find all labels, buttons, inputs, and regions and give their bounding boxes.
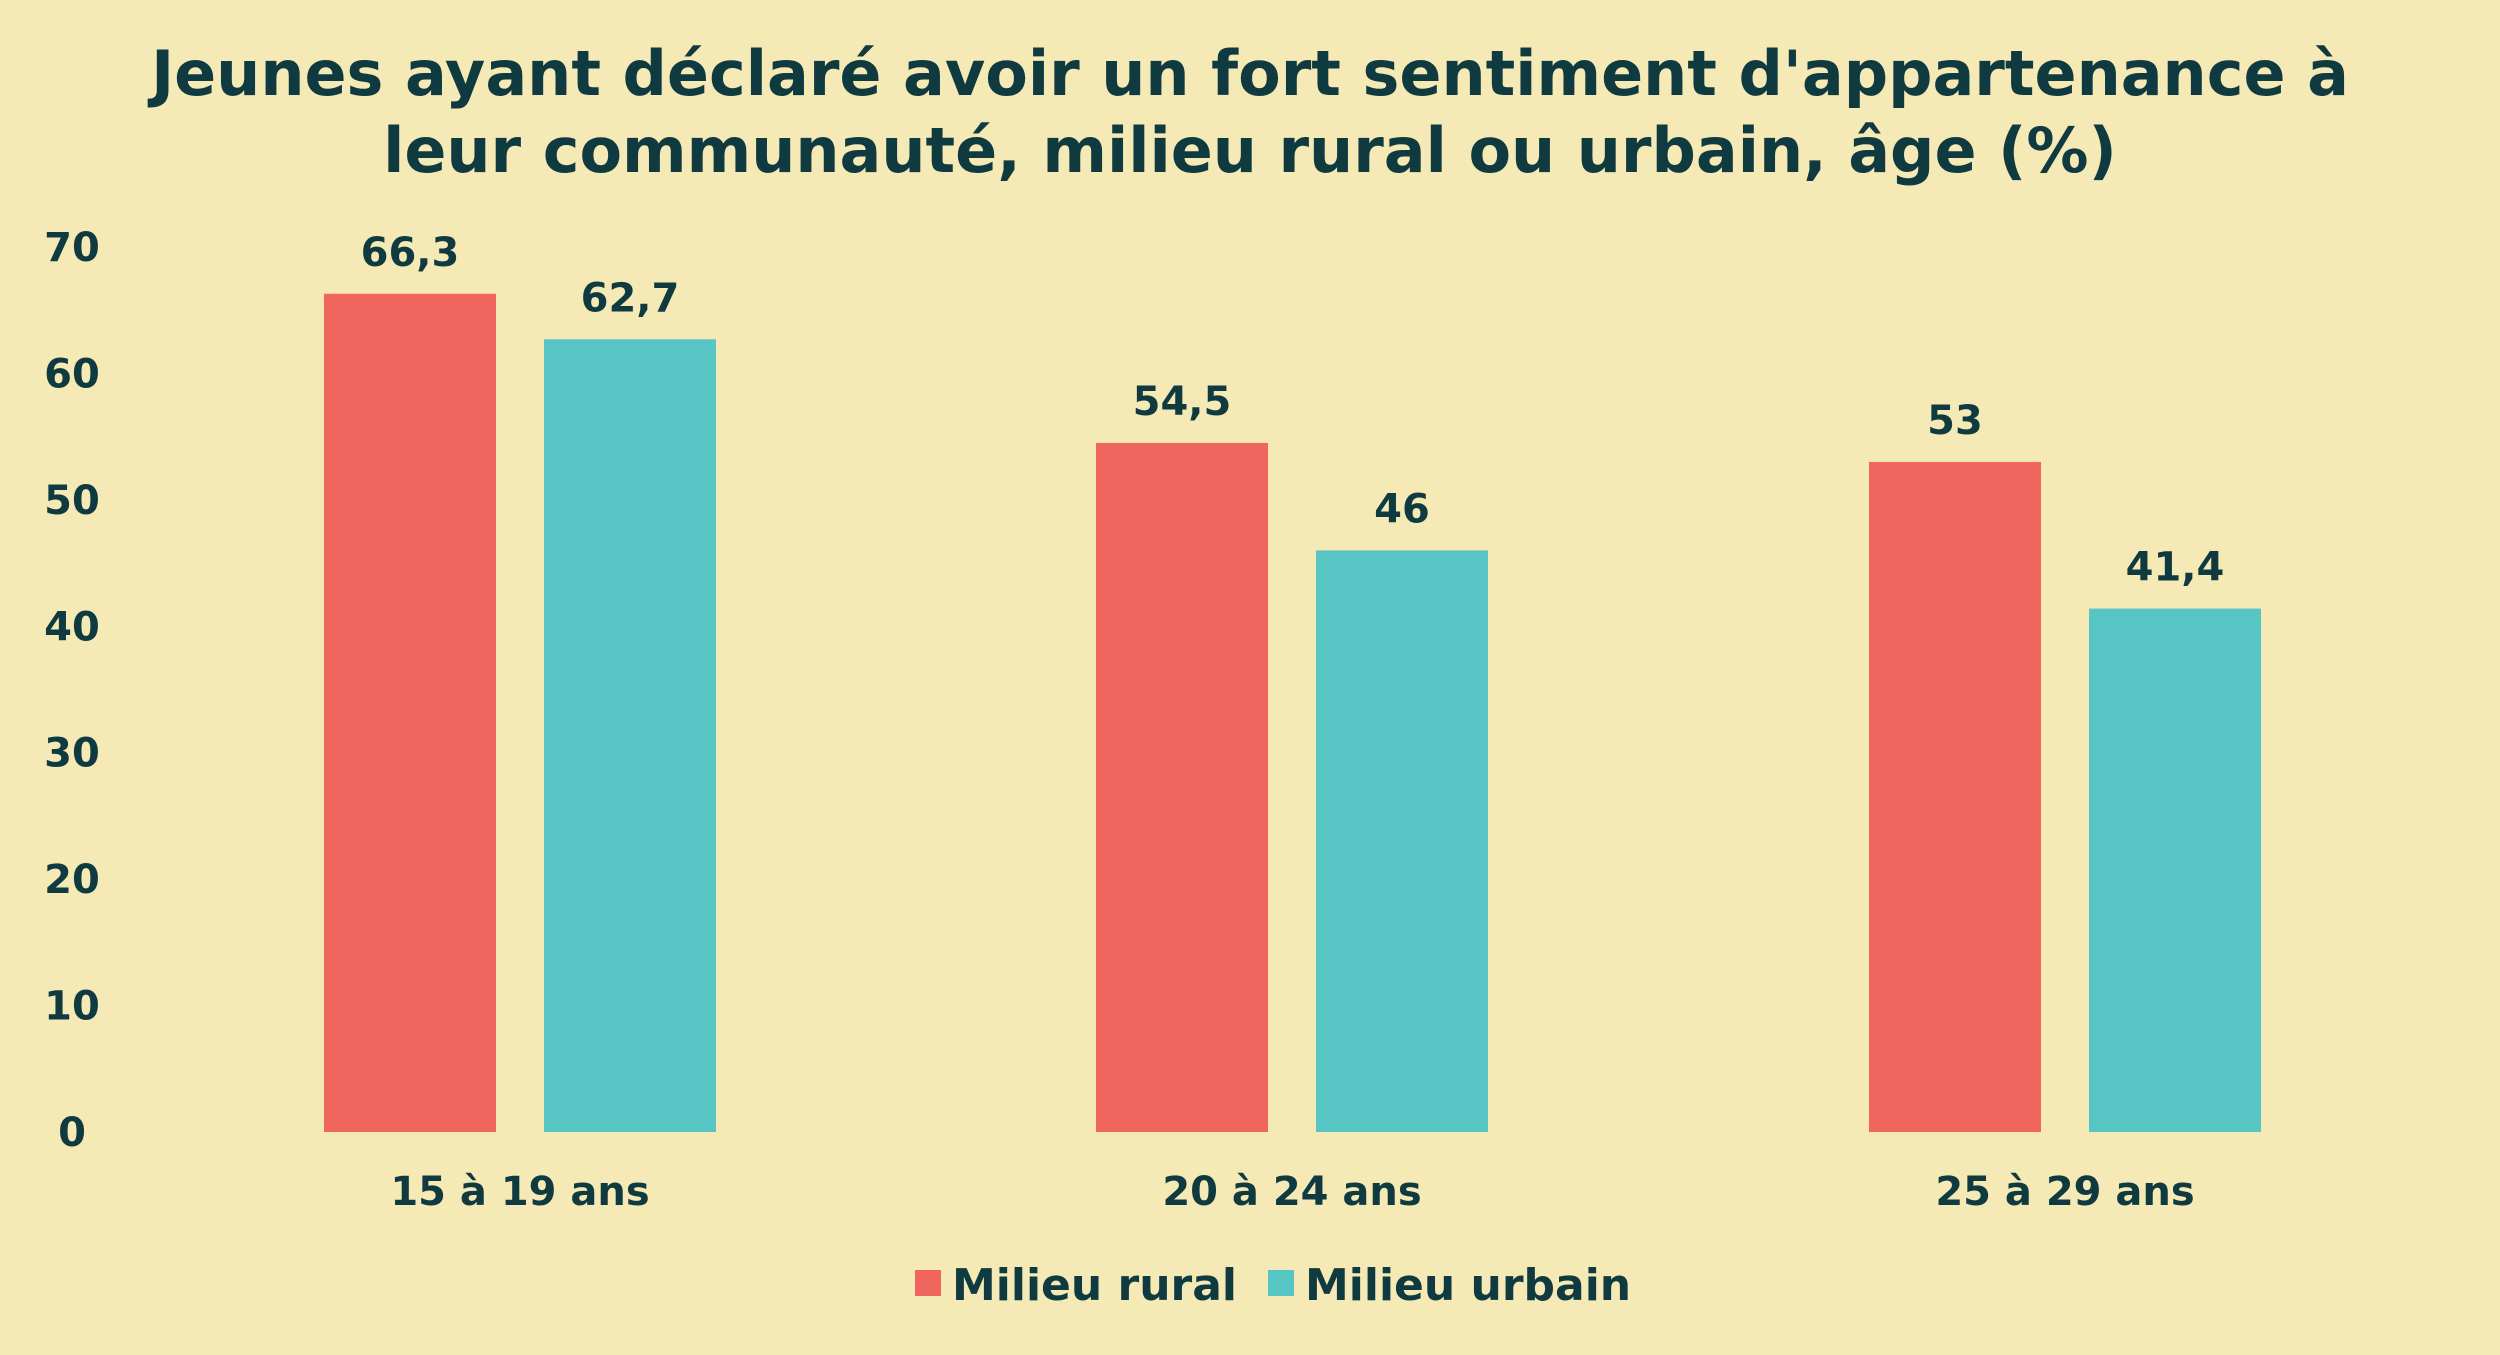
data-label-urbain-1: 46 bbox=[1374, 486, 1430, 532]
y-tick-label: 40 bbox=[44, 604, 100, 650]
y-tick-label: 70 bbox=[44, 225, 100, 271]
legend: Milieu rural Milieu urbain bbox=[915, 1260, 1631, 1311]
bar-series bbox=[324, 293, 2261, 1132]
y-tick-label: 20 bbox=[44, 857, 100, 903]
chart-title-line-1: Jeunes ayant déclaré avoir un fort senti… bbox=[147, 37, 2349, 110]
data-label-rural-2: 53 bbox=[1927, 398, 1983, 444]
bar-rural-1 bbox=[1096, 442, 1268, 1132]
y-tick-label: 0 bbox=[58, 1110, 86, 1156]
y-tick-label: 30 bbox=[44, 731, 100, 777]
legend-label-rural: Milieu rural bbox=[952, 1260, 1237, 1311]
y-tick-label: 60 bbox=[44, 351, 100, 397]
legend-swatch-rural bbox=[915, 1270, 941, 1296]
x-axis: 15 à 19 ans 20 à 24 ans 25 à 29 ans bbox=[390, 1169, 2194, 1215]
data-label-rural-1: 54,5 bbox=[1133, 379, 1232, 425]
bar-rural-0 bbox=[324, 293, 496, 1132]
data-label-urbain-0: 62,7 bbox=[581, 275, 680, 321]
y-tick-label: 10 bbox=[44, 984, 100, 1030]
data-labels: 66,3 54,5 53 62,7 46 41,4 bbox=[361, 230, 2225, 591]
legend-swatch-urbain bbox=[1268, 1270, 1294, 1296]
x-category-label: 25 à 29 ans bbox=[1935, 1169, 2194, 1215]
x-category-label: 20 à 24 ans bbox=[1162, 1169, 1421, 1215]
data-label-rural-0: 66,3 bbox=[361, 230, 460, 276]
data-label-urbain-2: 41,4 bbox=[2126, 545, 2225, 591]
x-category-label: 15 à 19 ans bbox=[390, 1169, 649, 1215]
y-axis: 0 10 20 30 40 50 60 70 bbox=[44, 225, 100, 1156]
bar-urbain-0 bbox=[544, 339, 716, 1132]
legend-label-urbain: Milieu urbain bbox=[1305, 1260, 1631, 1311]
bar-rural-2 bbox=[1869, 461, 2041, 1132]
y-tick-label: 50 bbox=[44, 478, 100, 524]
chart-title-line-2: leur communauté, milieu rural ou urbain,… bbox=[383, 114, 2117, 187]
bar-urbain-1 bbox=[1316, 550, 1488, 1132]
bar-urbain-2 bbox=[2089, 608, 2261, 1132]
